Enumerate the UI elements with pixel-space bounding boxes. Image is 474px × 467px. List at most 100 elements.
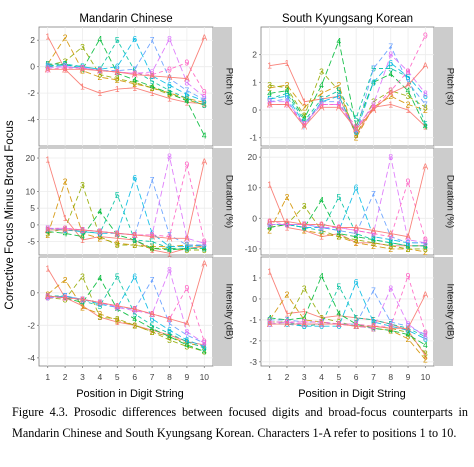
- series-line-5: [269, 195, 426, 247]
- y-tick-label: 0: [252, 105, 257, 115]
- series-point-5: 5: [80, 227, 85, 237]
- series-line-2: [269, 84, 426, 139]
- series-point-2: 2: [319, 88, 324, 98]
- series-point-2: 2: [132, 320, 137, 330]
- series-point-1: 1: [267, 180, 272, 190]
- series-point-1: 1: [423, 351, 428, 361]
- series-point-8: 8: [285, 97, 290, 107]
- series-point-3: 3: [354, 235, 359, 245]
- series-point-4: 4: [167, 332, 172, 342]
- series-point-5: 5: [45, 59, 50, 69]
- series-point-3: 3: [285, 83, 290, 93]
- series-line-A: [269, 294, 426, 329]
- series-point-1: 1: [115, 84, 120, 94]
- series-line-5: [269, 68, 426, 125]
- series-point-8: 8: [406, 235, 411, 245]
- series-point-9: 9: [354, 226, 359, 236]
- series-line-9: [269, 274, 426, 333]
- series-point-1: 1: [150, 88, 155, 98]
- series-point-4: 4: [80, 298, 85, 308]
- series-point-A: A: [45, 64, 51, 74]
- caption-text: Figure 4.3. Prosodic differences between…: [12, 405, 468, 440]
- series-point-8: 8: [150, 230, 155, 240]
- series-point-6: 6: [80, 62, 85, 72]
- series-point-A: A: [267, 99, 273, 109]
- series-point-6: 6: [202, 341, 207, 351]
- x-tick-label: 1: [45, 372, 50, 382]
- series-point-2: 2: [285, 80, 290, 90]
- series-line-8: [269, 157, 426, 244]
- series-line-7: [269, 289, 426, 336]
- series-point-9: 9: [406, 177, 411, 187]
- series-line-1: [47, 36, 205, 105]
- series-point-1: 1: [202, 242, 207, 252]
- series-point-1: 1: [80, 301, 85, 311]
- series-point-6: 6: [150, 228, 155, 238]
- series-point-7: 7: [150, 35, 155, 45]
- series-point-1: 1: [285, 309, 290, 319]
- series-point-9: 9: [267, 317, 272, 327]
- series-point-2: 2: [267, 83, 272, 93]
- series-point-4: 4: [336, 229, 341, 239]
- series-point-7: 7: [336, 97, 341, 107]
- series-point-8: 8: [115, 302, 120, 312]
- y-tick-label: -2: [249, 336, 257, 346]
- series-point-8: 8: [423, 238, 428, 248]
- series-point-4: 4: [406, 330, 411, 340]
- series-point-7: 7: [336, 226, 341, 236]
- x-tick-label: 10: [421, 372, 431, 382]
- series-line-8: [47, 268, 205, 344]
- series-point-3: 3: [167, 89, 172, 99]
- series-point-5: 5: [80, 62, 85, 72]
- series-point-5: 5: [115, 35, 120, 45]
- series-point-4: 4: [202, 130, 207, 140]
- series-point-1: 1: [98, 88, 103, 98]
- series-line-5: [47, 275, 205, 349]
- x-tick-label: 1: [267, 372, 272, 382]
- series-line-7: [47, 278, 205, 344]
- x-tick-label: 9: [406, 372, 411, 382]
- x-axis-title-right: Position in Digit String: [298, 388, 406, 400]
- series-point-6: 6: [336, 91, 341, 101]
- strip-label-0: Pitch (st): [445, 68, 456, 105]
- series-point-5: 5: [371, 235, 376, 245]
- series-point-5: 5: [302, 222, 307, 232]
- series-line-A: [47, 37, 205, 80]
- series-point-1: 1: [167, 330, 172, 340]
- series-point-2: 2: [185, 338, 190, 348]
- series-point-6: 6: [63, 60, 68, 70]
- series-point-A: A: [45, 225, 51, 235]
- y-tick-label: -2: [27, 320, 35, 330]
- series-line-4: [269, 274, 426, 346]
- strip-label-0: Pitch (st): [224, 68, 235, 105]
- x-tick-label: 4: [319, 372, 324, 382]
- series-point-A: A: [388, 229, 394, 239]
- series-point-A: A: [62, 64, 68, 74]
- series-point-8: 8: [423, 332, 428, 342]
- series-point-A: A: [62, 293, 68, 303]
- x-tick-label: 2: [63, 372, 68, 382]
- series-point-3: 3: [167, 243, 172, 253]
- series-point-A: A: [97, 227, 103, 237]
- series-point-6: 6: [267, 94, 272, 104]
- strip-background: [214, 27, 232, 146]
- series-point-6: 6: [98, 64, 103, 74]
- series-point-8: 8: [371, 99, 376, 109]
- series-point-2: 2: [202, 97, 207, 107]
- series-point-8: 8: [267, 97, 272, 107]
- series-point-4: 4: [354, 232, 359, 242]
- series-point-9: 9: [388, 321, 393, 331]
- series-point-6: 6: [185, 242, 190, 252]
- series-point-9: 9: [319, 317, 324, 327]
- series-point-5: 5: [388, 64, 393, 74]
- series-point-7: 7: [388, 317, 393, 327]
- series-point-7: 7: [132, 64, 137, 74]
- y-tick-label: 0: [252, 213, 257, 223]
- series-point-9: 9: [319, 99, 324, 109]
- series-point-4: 4: [302, 113, 307, 123]
- series-point-3: 3: [150, 83, 155, 93]
- series-point-A: A: [80, 294, 86, 304]
- series-point-3: 3: [336, 232, 341, 242]
- series-line-4: [269, 39, 426, 129]
- column-title-1: South Kyungsang Korean: [282, 13, 413, 25]
